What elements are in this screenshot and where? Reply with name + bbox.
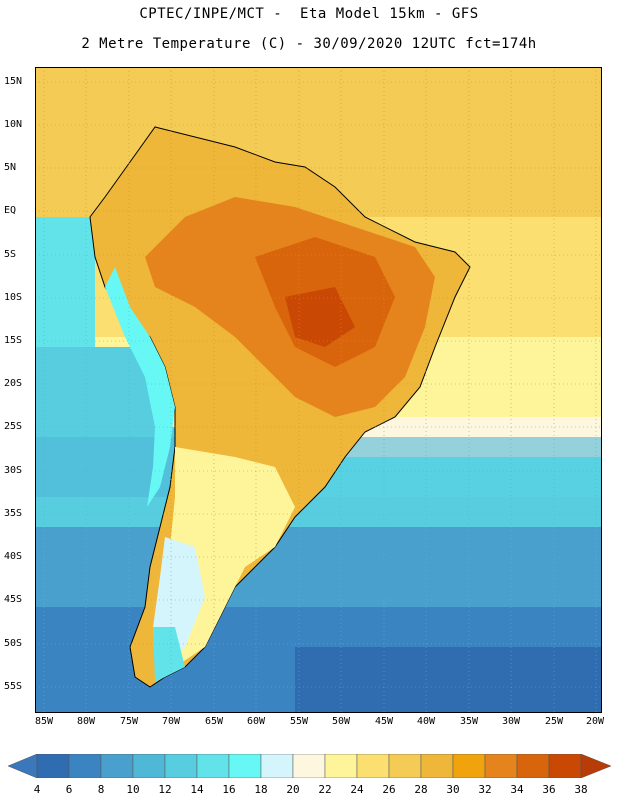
lat-label: 10S bbox=[4, 292, 23, 303]
lat-label: 20S bbox=[4, 378, 23, 389]
colorbar-label: 32 bbox=[478, 783, 492, 796]
colorbar-swatch bbox=[548, 753, 582, 779]
colorbar-swatch bbox=[356, 753, 390, 779]
colorbar-label: 20 bbox=[286, 783, 300, 796]
colorbar-label: 26 bbox=[382, 783, 396, 796]
colorbar-swatch bbox=[68, 753, 102, 779]
colorbar-right-arrow bbox=[580, 753, 612, 779]
lat-label: 45S bbox=[4, 594, 23, 605]
colorbar-swatch bbox=[484, 753, 518, 779]
colorbar-label: 14 bbox=[190, 783, 204, 796]
lon-label: 75W bbox=[119, 716, 139, 727]
lon-label: 40W bbox=[416, 716, 436, 727]
colorbar-swatch bbox=[228, 753, 262, 779]
colorbar-swatch bbox=[100, 753, 134, 779]
lon-label: 45W bbox=[374, 716, 394, 727]
lon-label: 20W bbox=[585, 716, 605, 727]
lon-label: 35W bbox=[459, 716, 479, 727]
lon-label: 50W bbox=[331, 716, 351, 727]
colorbar-swatch bbox=[196, 753, 230, 779]
lat-label: 30S bbox=[4, 465, 23, 476]
lat-label: 5S bbox=[4, 249, 17, 260]
colorbar-left-arrow bbox=[7, 753, 38, 779]
lat-label: 50S bbox=[4, 638, 23, 649]
colorbar-label: 22 bbox=[318, 783, 332, 796]
colorbar-swatch bbox=[260, 753, 294, 779]
lon-label: 65W bbox=[204, 716, 224, 727]
colorbar-label: 24 bbox=[350, 783, 364, 796]
map-title: CPTEC/INPE/MCT - Eta Model 15km - GFS bbox=[139, 6, 479, 22]
colorbar-swatch bbox=[132, 753, 166, 779]
lat-label: 10N bbox=[4, 119, 23, 130]
lon-label: 70W bbox=[161, 716, 181, 727]
colorbar-swatch bbox=[292, 753, 326, 779]
lat-label: EQ bbox=[4, 205, 17, 216]
colorbar-label: 18 bbox=[254, 783, 268, 796]
lon-label: 85W bbox=[34, 716, 54, 727]
lat-label: 15N bbox=[4, 76, 23, 87]
temperature-map bbox=[35, 67, 602, 713]
lat-label: 40S bbox=[4, 551, 23, 562]
map-subtitle: 2 Metre Temperature (C) - 30/09/2020 12U… bbox=[81, 36, 537, 52]
colorbar-label: 34 bbox=[510, 783, 524, 796]
lon-label: 60W bbox=[246, 716, 266, 727]
colorbar-label: 10 bbox=[126, 783, 140, 796]
lat-label: 35S bbox=[4, 508, 23, 519]
lat-label: 55S bbox=[4, 681, 23, 692]
lon-label: 25W bbox=[544, 716, 564, 727]
lon-label: 30W bbox=[501, 716, 521, 727]
colorbar-label: 12 bbox=[158, 783, 172, 796]
colorbar-swatch bbox=[452, 753, 486, 779]
colorbar-swatch bbox=[388, 753, 422, 779]
lat-label: 25S bbox=[4, 421, 23, 432]
colorbar-label: 36 bbox=[542, 783, 556, 796]
lon-label: 80W bbox=[76, 716, 96, 727]
lat-label: 15S bbox=[4, 335, 23, 346]
colorbar-label: 8 bbox=[97, 783, 105, 796]
colorbar-swatch bbox=[420, 753, 454, 779]
colorbar-swatch bbox=[324, 753, 358, 779]
colorbar-label: 38 bbox=[574, 783, 588, 796]
colorbar-label: 16 bbox=[222, 783, 236, 796]
colorbar-label: 28 bbox=[414, 783, 428, 796]
lat-label: 5N bbox=[4, 162, 17, 173]
colorbar-label: 6 bbox=[65, 783, 73, 796]
colorbar-label: 30 bbox=[446, 783, 460, 796]
colorbar-label: 4 bbox=[33, 783, 41, 796]
temperature-colorbar bbox=[7, 753, 618, 779]
colorbar-swatch bbox=[36, 753, 70, 779]
colorbar-swatch bbox=[164, 753, 198, 779]
lon-label: 55W bbox=[289, 716, 309, 727]
colorbar-swatch bbox=[516, 753, 550, 779]
